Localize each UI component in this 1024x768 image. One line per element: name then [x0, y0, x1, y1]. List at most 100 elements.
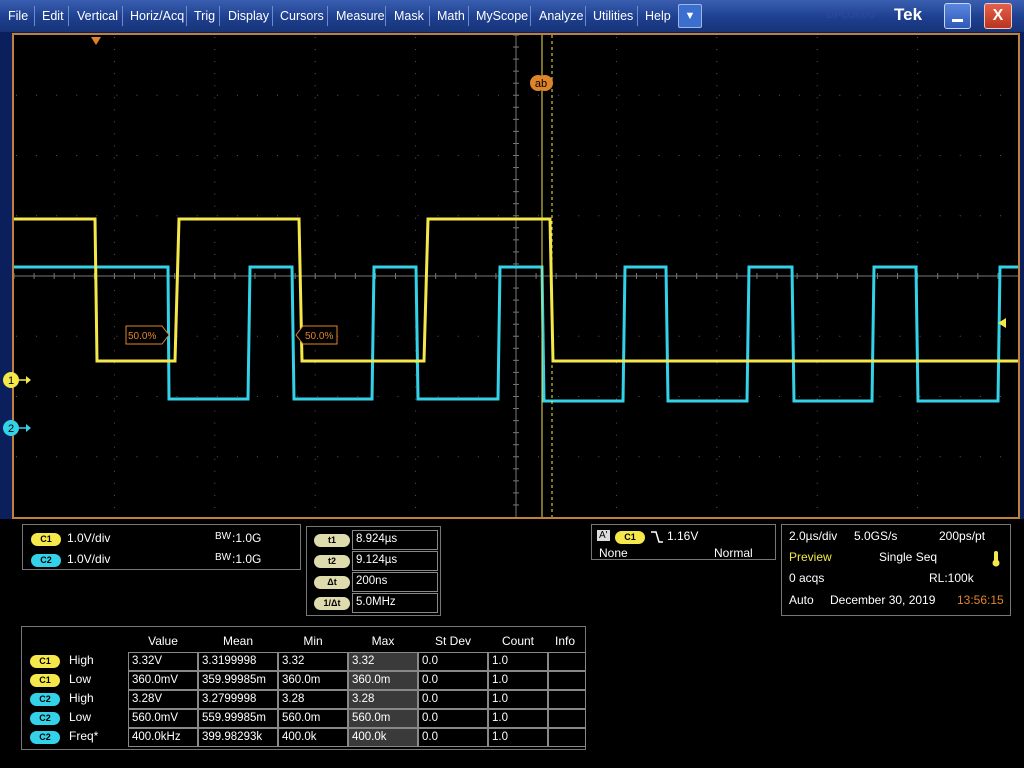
grid-dot [415, 61, 417, 63]
meas-cell: 399.98293k [198, 728, 278, 747]
grid-dot [578, 215, 580, 217]
grid-dot [415, 253, 417, 255]
grid-dot [816, 398, 818, 400]
cursor-readout[interactable]: t1 8.924µs t2 9.124µs Δt 200ns 1/Δt 5.0M… [306, 526, 441, 616]
c1-chip[interactable]: C1 [31, 533, 61, 546]
grid-dot [357, 215, 359, 217]
grid-dot [779, 155, 781, 156]
trigger-position-marker[interactable] [91, 37, 101, 45]
grid-dot [758, 335, 760, 337]
menu-help[interactable]: Help [645, 9, 671, 23]
c2-chip[interactable]: C2 [31, 554, 61, 567]
grid-dot [415, 37, 417, 38]
acq-mode: Single Seq [879, 550, 938, 564]
header-info: Info [554, 634, 575, 648]
grid-dot [214, 97, 216, 99]
grid-dot [314, 422, 316, 424]
grid-dot [718, 456, 720, 458]
acquisition-readout[interactable]: 2.0µs/div 5.0GS/s 200ps/pt Preview Singl… [781, 524, 1011, 616]
menu-analyze[interactable]: Analyze [539, 9, 584, 23]
grid-dot [939, 456, 941, 458]
trigger-mode: Auto [789, 593, 814, 607]
menu-horiz-acq[interactable]: Horiz/Acq [130, 9, 185, 23]
meas-cell: 360.0m [278, 671, 348, 690]
c2-bw-value: :1.0G [232, 552, 262, 566]
close-button[interactable]: X [984, 3, 1012, 29]
menu-dropdown-button[interactable]: ▼ [678, 4, 702, 28]
meas-cell: 1.0 [488, 728, 548, 747]
meas-cell: 3.28 [348, 690, 418, 709]
ch2-ground-marker[interactable]: 2 [2, 418, 32, 438]
grid-dot [615, 422, 617, 424]
menu-trig[interactable]: Trig [194, 9, 216, 23]
trigger-source-chip: C1 [615, 531, 645, 544]
grid-dot [314, 494, 316, 496]
menu-mask[interactable]: Mask [394, 9, 424, 23]
grid-dot [415, 133, 417, 135]
grid-dot [716, 181, 718, 183]
menu-separator [530, 6, 531, 26]
grid-dot [357, 94, 359, 96]
grid-dot [214, 85, 216, 87]
grid-dot [816, 193, 818, 195]
menu-measure[interactable]: Measure [336, 9, 385, 23]
menu-myscope[interactable]: MyScope [476, 9, 529, 23]
menu-separator [219, 6, 220, 26]
grid-dot [415, 374, 417, 376]
trigger-level-marker[interactable] [998, 318, 1006, 328]
ch1-ground-marker[interactable]: 1 [2, 370, 32, 390]
grid-dot [113, 290, 115, 292]
grid-dot [437, 335, 439, 337]
grid-dot [176, 396, 178, 397]
measurement-table[interactable]: Value Mean Min Max St Dev Count Info C1 H… [21, 626, 586, 750]
menu-utilities[interactable]: Utilities [593, 9, 634, 23]
grid-dot [959, 94, 961, 96]
grid-dot [939, 396, 941, 397]
meas-cell: 560.0m [348, 709, 418, 728]
grid-dot [314, 61, 316, 63]
ref-level-left-text: 50.0% [128, 331, 156, 342]
grid-dot [816, 374, 818, 376]
menu-cursors[interactable]: Cursors [280, 9, 324, 23]
grid-dot [939, 94, 941, 96]
grid-dot [377, 335, 379, 337]
menu-separator [186, 6, 187, 26]
meas-row-channel-chip: C1 [30, 674, 60, 687]
menu-vertical[interactable]: Vertical [77, 9, 118, 23]
grid-dot [917, 265, 919, 267]
grid-dot [415, 241, 417, 243]
grid-dot [615, 229, 617, 231]
menu-display[interactable]: Display [228, 9, 269, 23]
menu-math[interactable]: Math [437, 9, 465, 23]
grid-dot [314, 350, 316, 352]
grid-dot [116, 396, 118, 397]
grid-dot [999, 456, 1001, 458]
grid-dot [116, 335, 118, 337]
menu-file[interactable]: File [8, 9, 29, 23]
meas-cell [548, 728, 586, 747]
menu-edit[interactable]: Edit [42, 9, 64, 23]
cursor-ab-label[interactable]: ab [530, 75, 553, 91]
trigger-readout[interactable]: A' C1 1.16V None Normal [591, 524, 776, 560]
grid-dot [917, 241, 919, 243]
grid-dot [256, 94, 258, 96]
grid-dot [758, 456, 760, 458]
grid-dot [819, 215, 821, 217]
grid-dot [214, 338, 216, 340]
delta-t-chip: Δt [314, 576, 350, 589]
grid-dot [314, 181, 316, 183]
t1-value: 8.924µs [352, 530, 438, 550]
grid-dot [917, 85, 919, 87]
grid-dot [113, 169, 115, 171]
minimize-button[interactable] [944, 3, 971, 29]
grid-dot [297, 155, 299, 156]
grid-dot [76, 155, 78, 156]
close-icon: X [992, 7, 1004, 24]
grid-dot [214, 302, 216, 304]
grid-dot [415, 362, 417, 364]
grid-dot [113, 410, 115, 412]
meas-cell: 560.0mV [128, 709, 198, 728]
menu-separator [68, 6, 69, 26]
grid-dot [716, 229, 718, 231]
channel-readout[interactable]: C1 1.0V/div BW :1.0G C2 1.0V/div BW :1.0… [22, 524, 301, 570]
